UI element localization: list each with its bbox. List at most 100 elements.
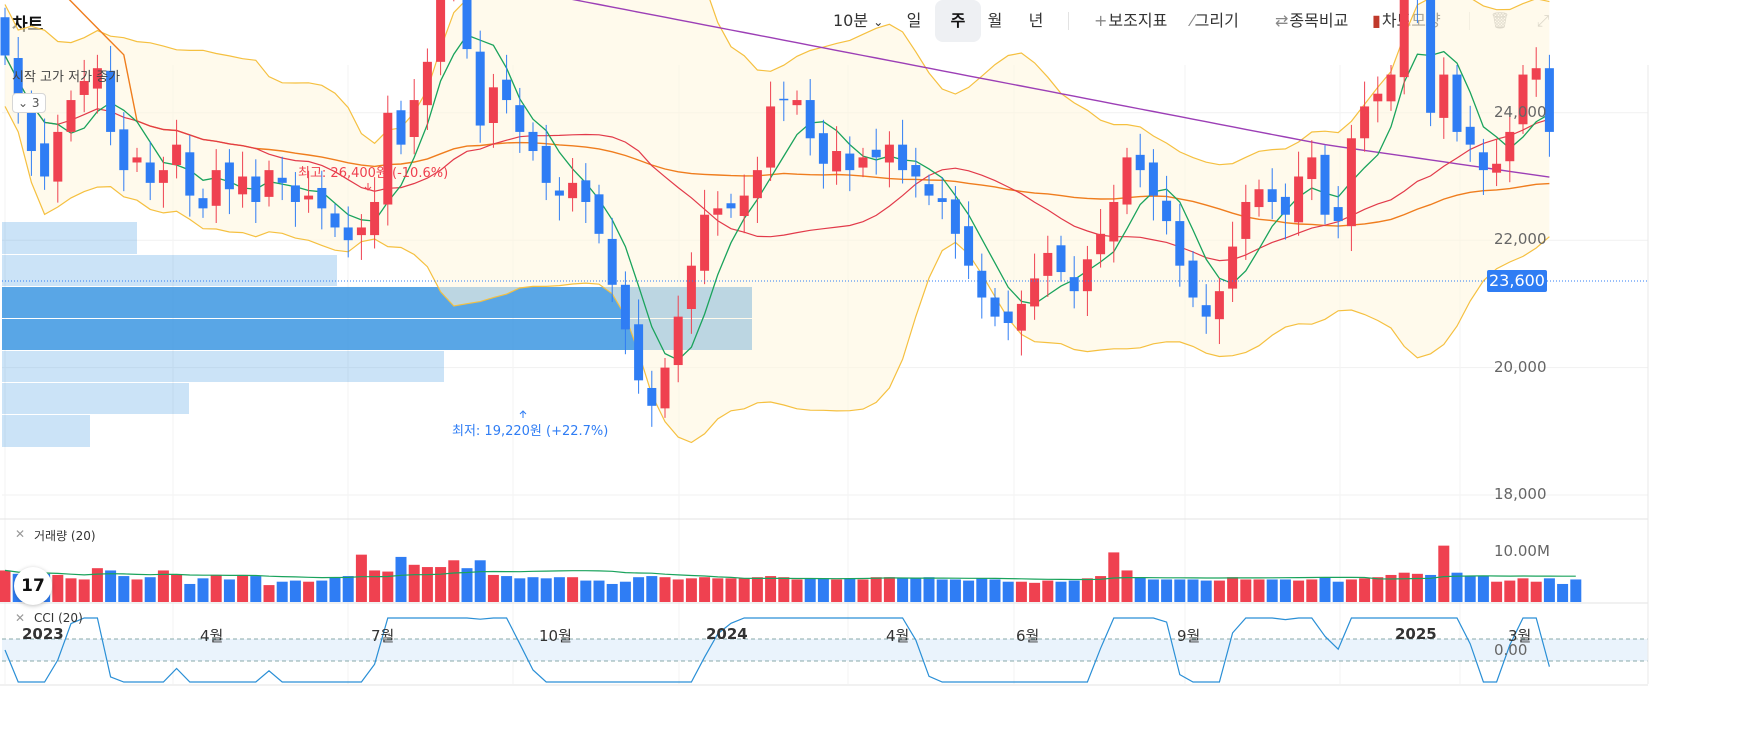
- volume-bar: [0, 570, 11, 602]
- candle: [502, 54, 512, 114]
- candle: [317, 170, 327, 230]
- price-marks: [2, 183, 1648, 418]
- candle: [515, 87, 525, 153]
- indicators-button[interactable]: +보조지표: [1094, 8, 1167, 34]
- volume-bar: [131, 579, 143, 602]
- candle: [1294, 151, 1304, 236]
- interval-label: 10분: [833, 11, 869, 30]
- volume-bar: [619, 581, 631, 602]
- volume-bar: [870, 577, 882, 602]
- indicators-label: 보조지표: [1108, 11, 1168, 30]
- date-axis-label: 7월: [371, 627, 395, 645]
- volume-profile-bar: [2, 415, 90, 447]
- volume-bar: [725, 578, 737, 602]
- candle: [832, 126, 842, 185]
- interval-select[interactable]: 10분 ⌄: [833, 8, 883, 34]
- candle: [0, 7, 10, 66]
- candle: [1162, 175, 1172, 235]
- candle: [686, 252, 696, 334]
- candle: [1241, 184, 1251, 260]
- volume-bar: [171, 574, 183, 602]
- candle: [453, 0, 455, 2]
- cci-indicator: [2, 617, 1648, 683]
- pane-dividers: [0, 65, 1649, 686]
- candle: [290, 172, 300, 227]
- volume-bar: [1134, 577, 1146, 602]
- volume-bar: [659, 577, 671, 602]
- candle: [158, 156, 168, 208]
- candle: [1188, 251, 1198, 308]
- candle: [264, 160, 274, 207]
- volume-profile-bar: [2, 383, 189, 414]
- date-axis-label: 2025: [1395, 625, 1437, 643]
- candle: [1043, 235, 1053, 297]
- candle: [53, 114, 63, 203]
- volume-bar: [553, 577, 565, 602]
- candle: [1082, 245, 1092, 317]
- period-week-button[interactable]: 주: [935, 0, 981, 42]
- candle: [1016, 290, 1026, 356]
- candle: [1320, 145, 1330, 225]
- moving-averages: [4, 0, 1550, 361]
- volume-bar: [1200, 580, 1212, 602]
- candle: [713, 191, 723, 236]
- legend-count: 3: [31, 96, 40, 110]
- candle: [1030, 253, 1040, 320]
- volume-bar: [685, 578, 697, 602]
- volume-bar: [751, 577, 763, 602]
- cci-line: [4, 617, 1550, 683]
- volume-bar: [487, 574, 499, 602]
- legend-collapse-button[interactable]: ⌄ 3: [12, 93, 46, 113]
- close-volume-pane-icon[interactable]: ✕: [15, 527, 26, 541]
- volume-bar: [593, 580, 605, 602]
- candle: [1214, 277, 1224, 345]
- candle: [594, 184, 604, 244]
- volume-bar: [210, 574, 222, 602]
- candle: [1544, 54, 1554, 157]
- volume-bar: [1345, 579, 1357, 602]
- volume-bar: [540, 578, 552, 602]
- volume-bar: [857, 579, 869, 602]
- volume-bar: [606, 583, 618, 602]
- volume-bar: [1372, 577, 1384, 602]
- volume-bar: [1464, 576, 1476, 602]
- candle: [1056, 235, 1066, 282]
- plus-icon: +: [1094, 11, 1108, 30]
- candle: [132, 147, 142, 173]
- close-cci-pane-icon[interactable]: ✕: [15, 611, 26, 625]
- compare-button[interactable]: ⇄종목비교: [1275, 8, 1348, 34]
- candle: [1280, 183, 1290, 240]
- volume-bar: [778, 577, 790, 602]
- candle: [937, 177, 947, 220]
- candle: [898, 119, 908, 184]
- candle: [1531, 47, 1541, 97]
- volume-bar: [197, 578, 209, 602]
- volume-bar: [91, 568, 103, 602]
- candle: [106, 45, 116, 146]
- volume-pane-title: 거래량 (20): [34, 529, 96, 543]
- candle: [634, 299, 644, 394]
- volume-bar: [1042, 580, 1054, 602]
- volume-bar: [1451, 572, 1463, 602]
- drawing-button[interactable]: ⁄그리기: [1191, 8, 1239, 34]
- candle: [568, 158, 578, 212]
- volume-bar: [1266, 579, 1278, 602]
- volume-bar: [303, 581, 315, 602]
- candle: [884, 131, 894, 188]
- candle: [1518, 65, 1528, 134]
- period-day-button[interactable]: 일: [906, 11, 922, 30]
- chevron-down-icon: ⌄: [18, 96, 29, 110]
- volume-bar: [1306, 579, 1318, 602]
- candle: [409, 79, 419, 155]
- candle: [79, 59, 89, 113]
- volume-bars: [0, 545, 1582, 602]
- candle: [950, 186, 960, 259]
- tradingview-logo[interactable]: 17: [14, 567, 52, 605]
- volume-bar: [1213, 580, 1225, 602]
- volume-ma-line: [4, 569, 1576, 581]
- period-month-button[interactable]: 월: [987, 11, 1003, 30]
- period-year-button[interactable]: 년: [1028, 11, 1044, 30]
- candle: [1505, 114, 1515, 183]
- candle: [1439, 57, 1449, 139]
